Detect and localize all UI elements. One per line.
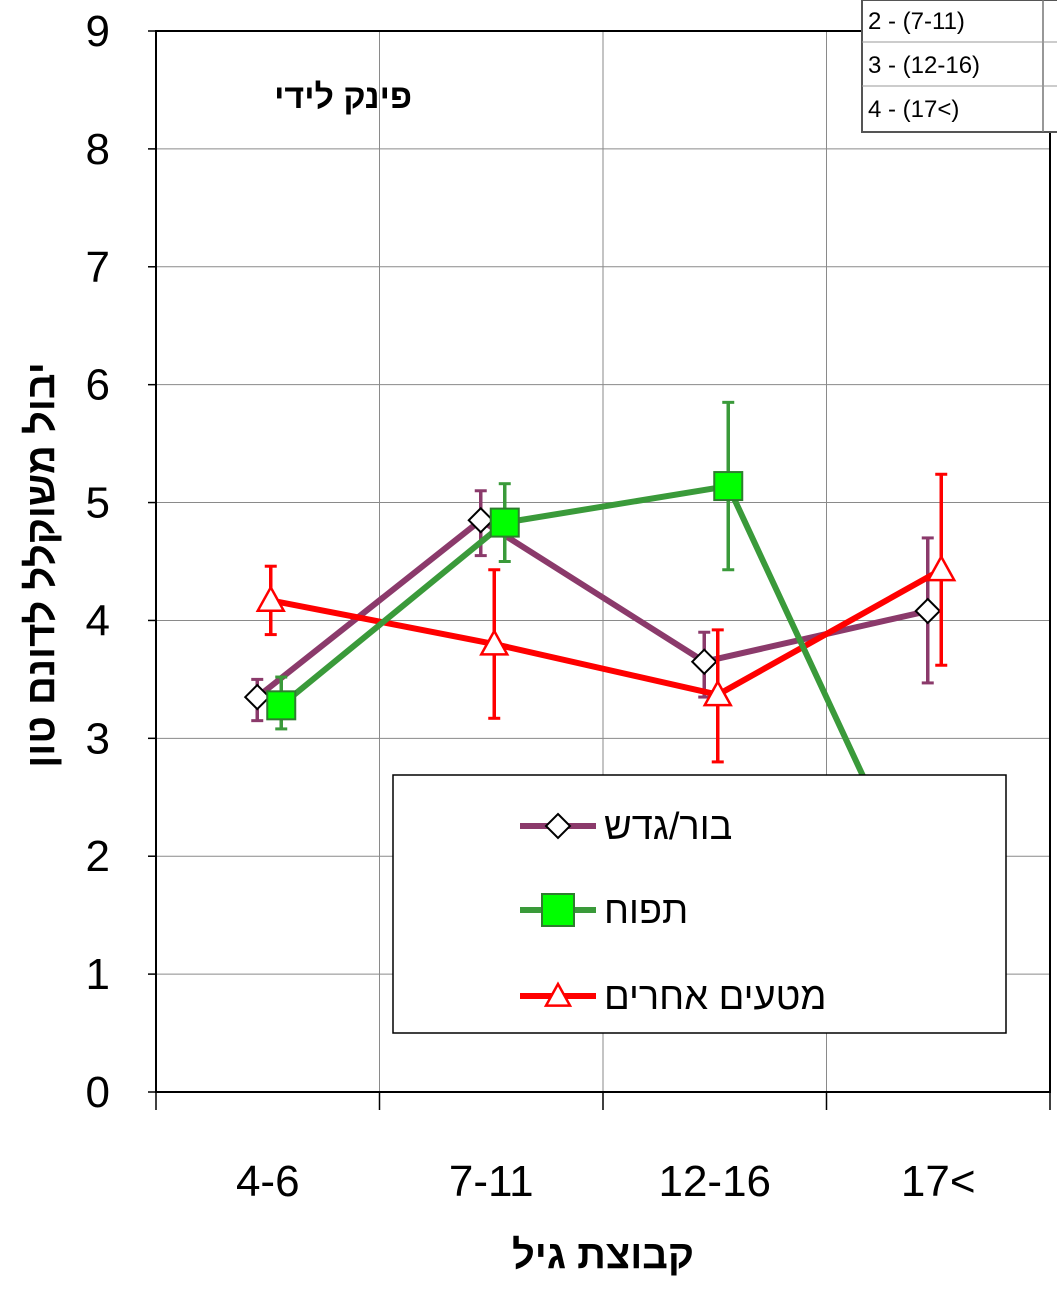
y-tick-label: 6 [86,361,110,410]
legend-label: מטעים אחרים [604,976,827,1018]
legend: בור/גדש תפוח מטעים אחרים [392,774,1007,1034]
data-point-square [713,471,744,502]
y-tick-label: 3 [86,714,110,763]
data-point-triangle [702,679,733,707]
x-tick-label: 17< [901,1157,976,1206]
y-tick-label: 2 [86,832,110,881]
data-point-square [266,690,297,721]
series-0 [243,489,942,723]
data-point-diamond [690,648,718,676]
data-point-diamond [243,683,271,711]
data-point-square [541,893,575,927]
y-tick-label: 9 [86,7,110,56]
data-point-triangle [926,554,957,582]
corner-table: 2 - (7-11) 3 - (12-16) 4 - (17<) [861,0,1057,133]
chart-annotation: פינק לידי [274,78,412,116]
legend-label: בור/גדש [604,806,732,848]
y-tick-label: 0 [86,1068,110,1117]
y-axis-label: יבול משוקלל לדונם טון [19,362,63,768]
plot-frame [155,30,1051,1093]
corner-table-row: 2 - (7-11) [868,8,965,35]
y-tick-label: 1 [86,950,110,999]
legend-label: תפוח [604,890,688,932]
y-tick-label: 4 [86,596,110,645]
legend-box [392,774,1007,1034]
x-axis-label: קבוצת גיל [512,1233,694,1277]
y-tick-label: 5 [86,479,110,528]
y-tick-label: 7 [86,243,110,292]
data-point-triangle [479,628,510,656]
data-point-triangle [543,981,573,1007]
corner-table-row: 3 - (12-16) [868,52,980,79]
axes: 0 1 2 3 4 5 6 7 8 9 4-6 7-11 12-16 17< [86,7,1051,1206]
series-line [255,517,929,700]
x-tick-label: 7-11 [449,1157,534,1206]
x-tick-label: 12-16 [658,1157,771,1206]
series-line [279,483,955,969]
data-point-square [489,507,520,538]
data-point-diamond [914,597,942,625]
data-point-diamond [467,506,495,534]
data-point-triangle [255,584,286,613]
x-tick-label: 4-6 [236,1157,300,1206]
series-2 [255,472,957,764]
corner-table-row: 4 - (17<) [868,96,959,123]
y-tick-label: 8 [86,125,110,174]
data-point-diamond [544,812,572,840]
